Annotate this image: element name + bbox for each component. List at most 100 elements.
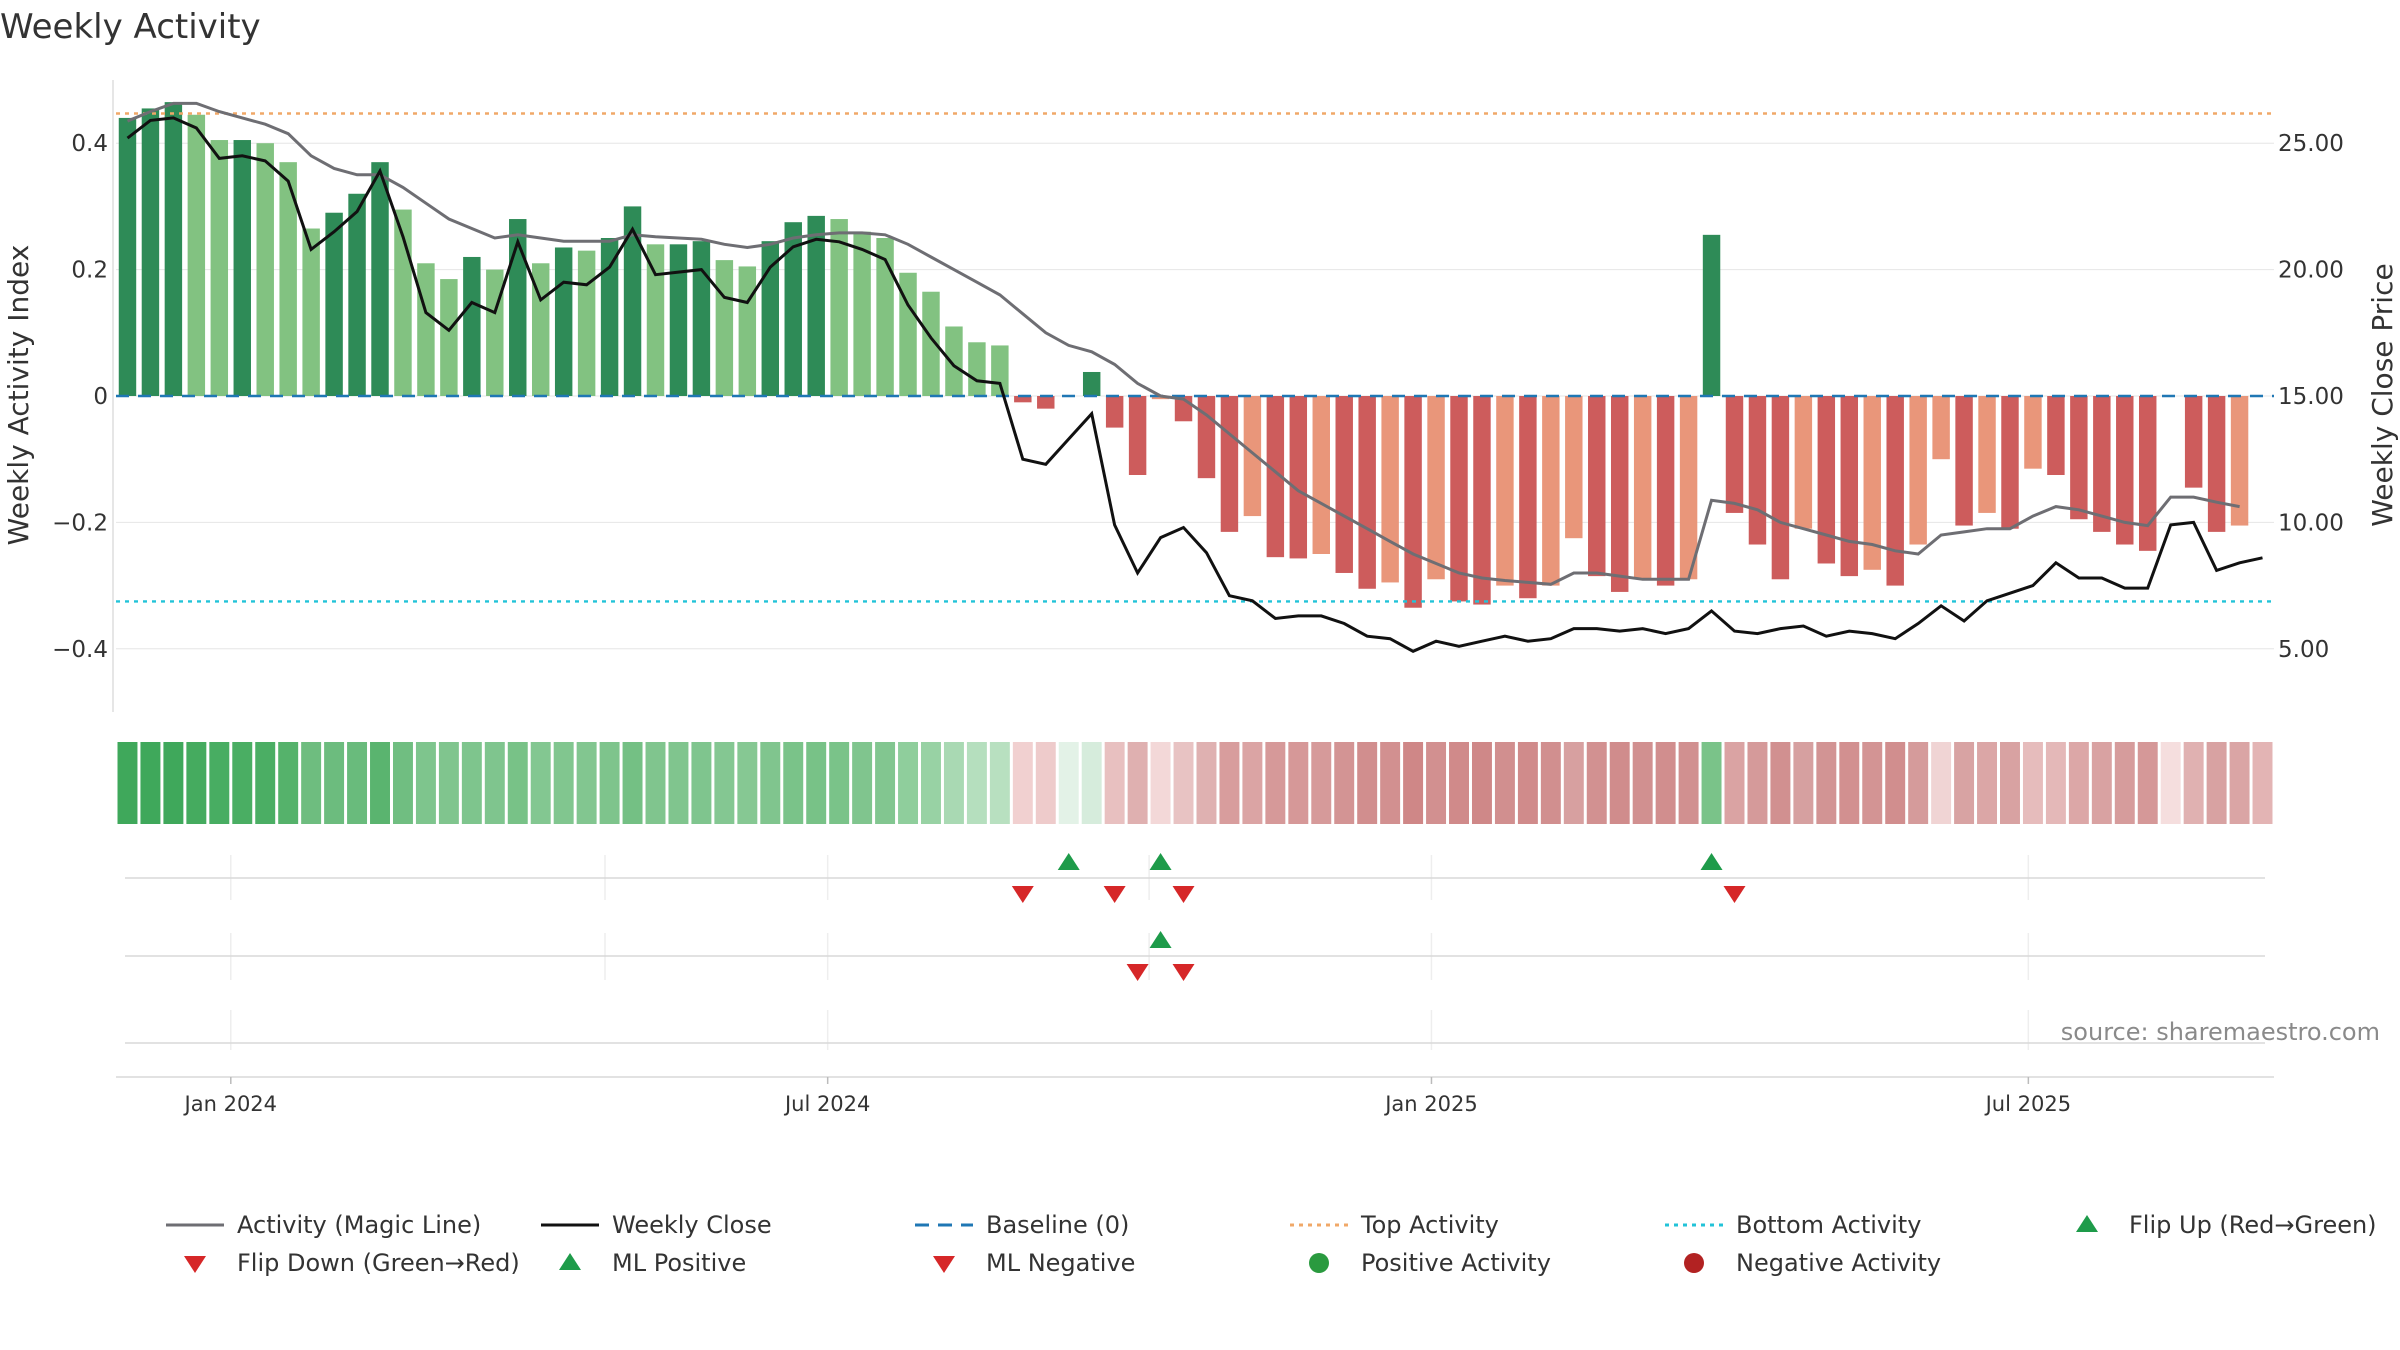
activity-bar — [738, 266, 757, 396]
activity-bar — [1702, 234, 1721, 396]
activity-bar — [1519, 396, 1537, 599]
ml-positive-marker — [1149, 931, 1172, 948]
legend-label: Top Activity — [1360, 1211, 1499, 1239]
legend-label: ML Negative — [986, 1249, 1135, 1277]
activity-bar — [692, 241, 711, 396]
flip-down-marker — [1103, 886, 1126, 903]
strip-cell — [989, 742, 1010, 824]
activity-bar — [233, 140, 251, 396]
strip-cell — [921, 742, 941, 824]
x-tick-label: Jan 2025 — [1383, 1092, 1478, 1116]
activity-bar — [348, 193, 366, 396]
strip-cell — [1035, 742, 1056, 824]
y2-tick-label: 25.00 — [2278, 131, 2344, 157]
strip-cell — [1127, 742, 1148, 824]
activity-bar — [256, 143, 274, 396]
y2-tick-label: 10.00 — [2278, 510, 2344, 536]
activity-bar — [1588, 396, 1606, 577]
strip-cell — [1426, 742, 1447, 824]
strip-cell — [898, 742, 919, 824]
strip-cell — [530, 742, 551, 824]
y-tick-label: 0.4 — [71, 131, 108, 157]
legend-item: Negative Activity — [1684, 1249, 1941, 1277]
activity-bar — [1656, 396, 1675, 586]
activity-bar — [2116, 396, 2134, 545]
strip-cell — [278, 742, 299, 824]
strip-cell — [301, 742, 322, 824]
legend-label: Flip Up (Red→Green) — [2129, 1211, 2377, 1239]
strip-cell — [1977, 742, 1998, 824]
activity-bar — [1817, 396, 1836, 564]
activity-bar — [899, 272, 917, 396]
activity-bar — [1679, 396, 1698, 580]
strip-cell — [1655, 742, 1676, 824]
strip-cell — [2137, 742, 2158, 824]
strip-cell — [1908, 742, 1929, 824]
activity-bar — [1289, 396, 1308, 559]
strip-cell — [255, 742, 276, 824]
strip-cell — [1793, 742, 1814, 824]
flip-down-marker — [1723, 886, 1746, 903]
flip-down-marker — [1011, 886, 1034, 903]
flip-up-marker — [1057, 853, 1080, 870]
activity-bar — [830, 219, 848, 396]
strip-cell — [760, 742, 781, 824]
x-tick-label: Jul 2024 — [783, 1092, 870, 1116]
strip-cell — [2022, 742, 2043, 824]
activity-bar — [1748, 396, 1767, 545]
activity-bar — [1151, 396, 1170, 400]
legend-swatch — [1684, 1253, 1704, 1273]
activity-bar — [417, 263, 435, 396]
activity-bar — [463, 256, 481, 396]
activity-bar — [1725, 396, 1744, 513]
activity-bar — [1082, 371, 1101, 396]
strip-cell — [1954, 742, 1975, 824]
y-axis-label: Weekly Activity Index — [2, 245, 35, 546]
legend-label: Baseline (0) — [986, 1211, 1129, 1239]
legend-item: Flip Down (Green→Red) — [184, 1249, 520, 1277]
strip-cell — [438, 742, 459, 824]
activity-bar — [715, 260, 734, 396]
activity-bar — [784, 222, 802, 396]
activity-bar — [2047, 396, 2065, 475]
activity-bar — [302, 228, 320, 396]
strip-cell — [1265, 742, 1286, 824]
flip-up-marker — [1700, 853, 1723, 870]
activity-bar — [1794, 396, 1813, 529]
strip-cell — [1311, 742, 1332, 824]
legend-swatch — [559, 1253, 581, 1270]
activity-bar — [1840, 396, 1859, 577]
strip-cell — [1449, 742, 1469, 824]
activity-bar — [1358, 396, 1376, 589]
legend-label: Activity (Magic Line) — [237, 1211, 481, 1239]
activity-bar — [2207, 396, 2226, 532]
strip-cell — [622, 742, 643, 824]
activity-bar — [1220, 396, 1239, 532]
legend-item: Flip Up (Red→Green) — [2076, 1211, 2377, 1239]
legend-label: Weekly Close — [612, 1211, 772, 1239]
legend-item: Bottom Activity — [1665, 1211, 1921, 1239]
activity-bar — [1243, 396, 1262, 517]
strip-cell — [2114, 742, 2135, 824]
strip-cell — [1563, 742, 1584, 824]
activity-bar — [1633, 396, 1652, 580]
strip-cell — [2206, 742, 2227, 824]
strip-cell — [714, 742, 735, 824]
activity-bar — [577, 250, 596, 396]
legend-label: Positive Activity — [1361, 1249, 1551, 1277]
activity-bar — [2093, 396, 2111, 532]
y2-tick-label: 15.00 — [2278, 384, 2344, 410]
activity-bar — [187, 114, 206, 396]
y2-tick-label: 5.00 — [2278, 637, 2329, 663]
signal-markers — [116, 853, 2274, 1078]
activity-bar — [968, 342, 986, 396]
strip-cell — [370, 742, 390, 824]
strip-cell — [1862, 742, 1883, 824]
strip-cell — [1219, 742, 1240, 824]
strip-cell — [415, 742, 436, 824]
magic-line-series — [126, 101, 2240, 586]
strip-cell — [1747, 742, 1768, 824]
activity-bar — [509, 219, 527, 396]
activity-bar — [325, 212, 343, 396]
activity-bar — [1610, 396, 1629, 592]
